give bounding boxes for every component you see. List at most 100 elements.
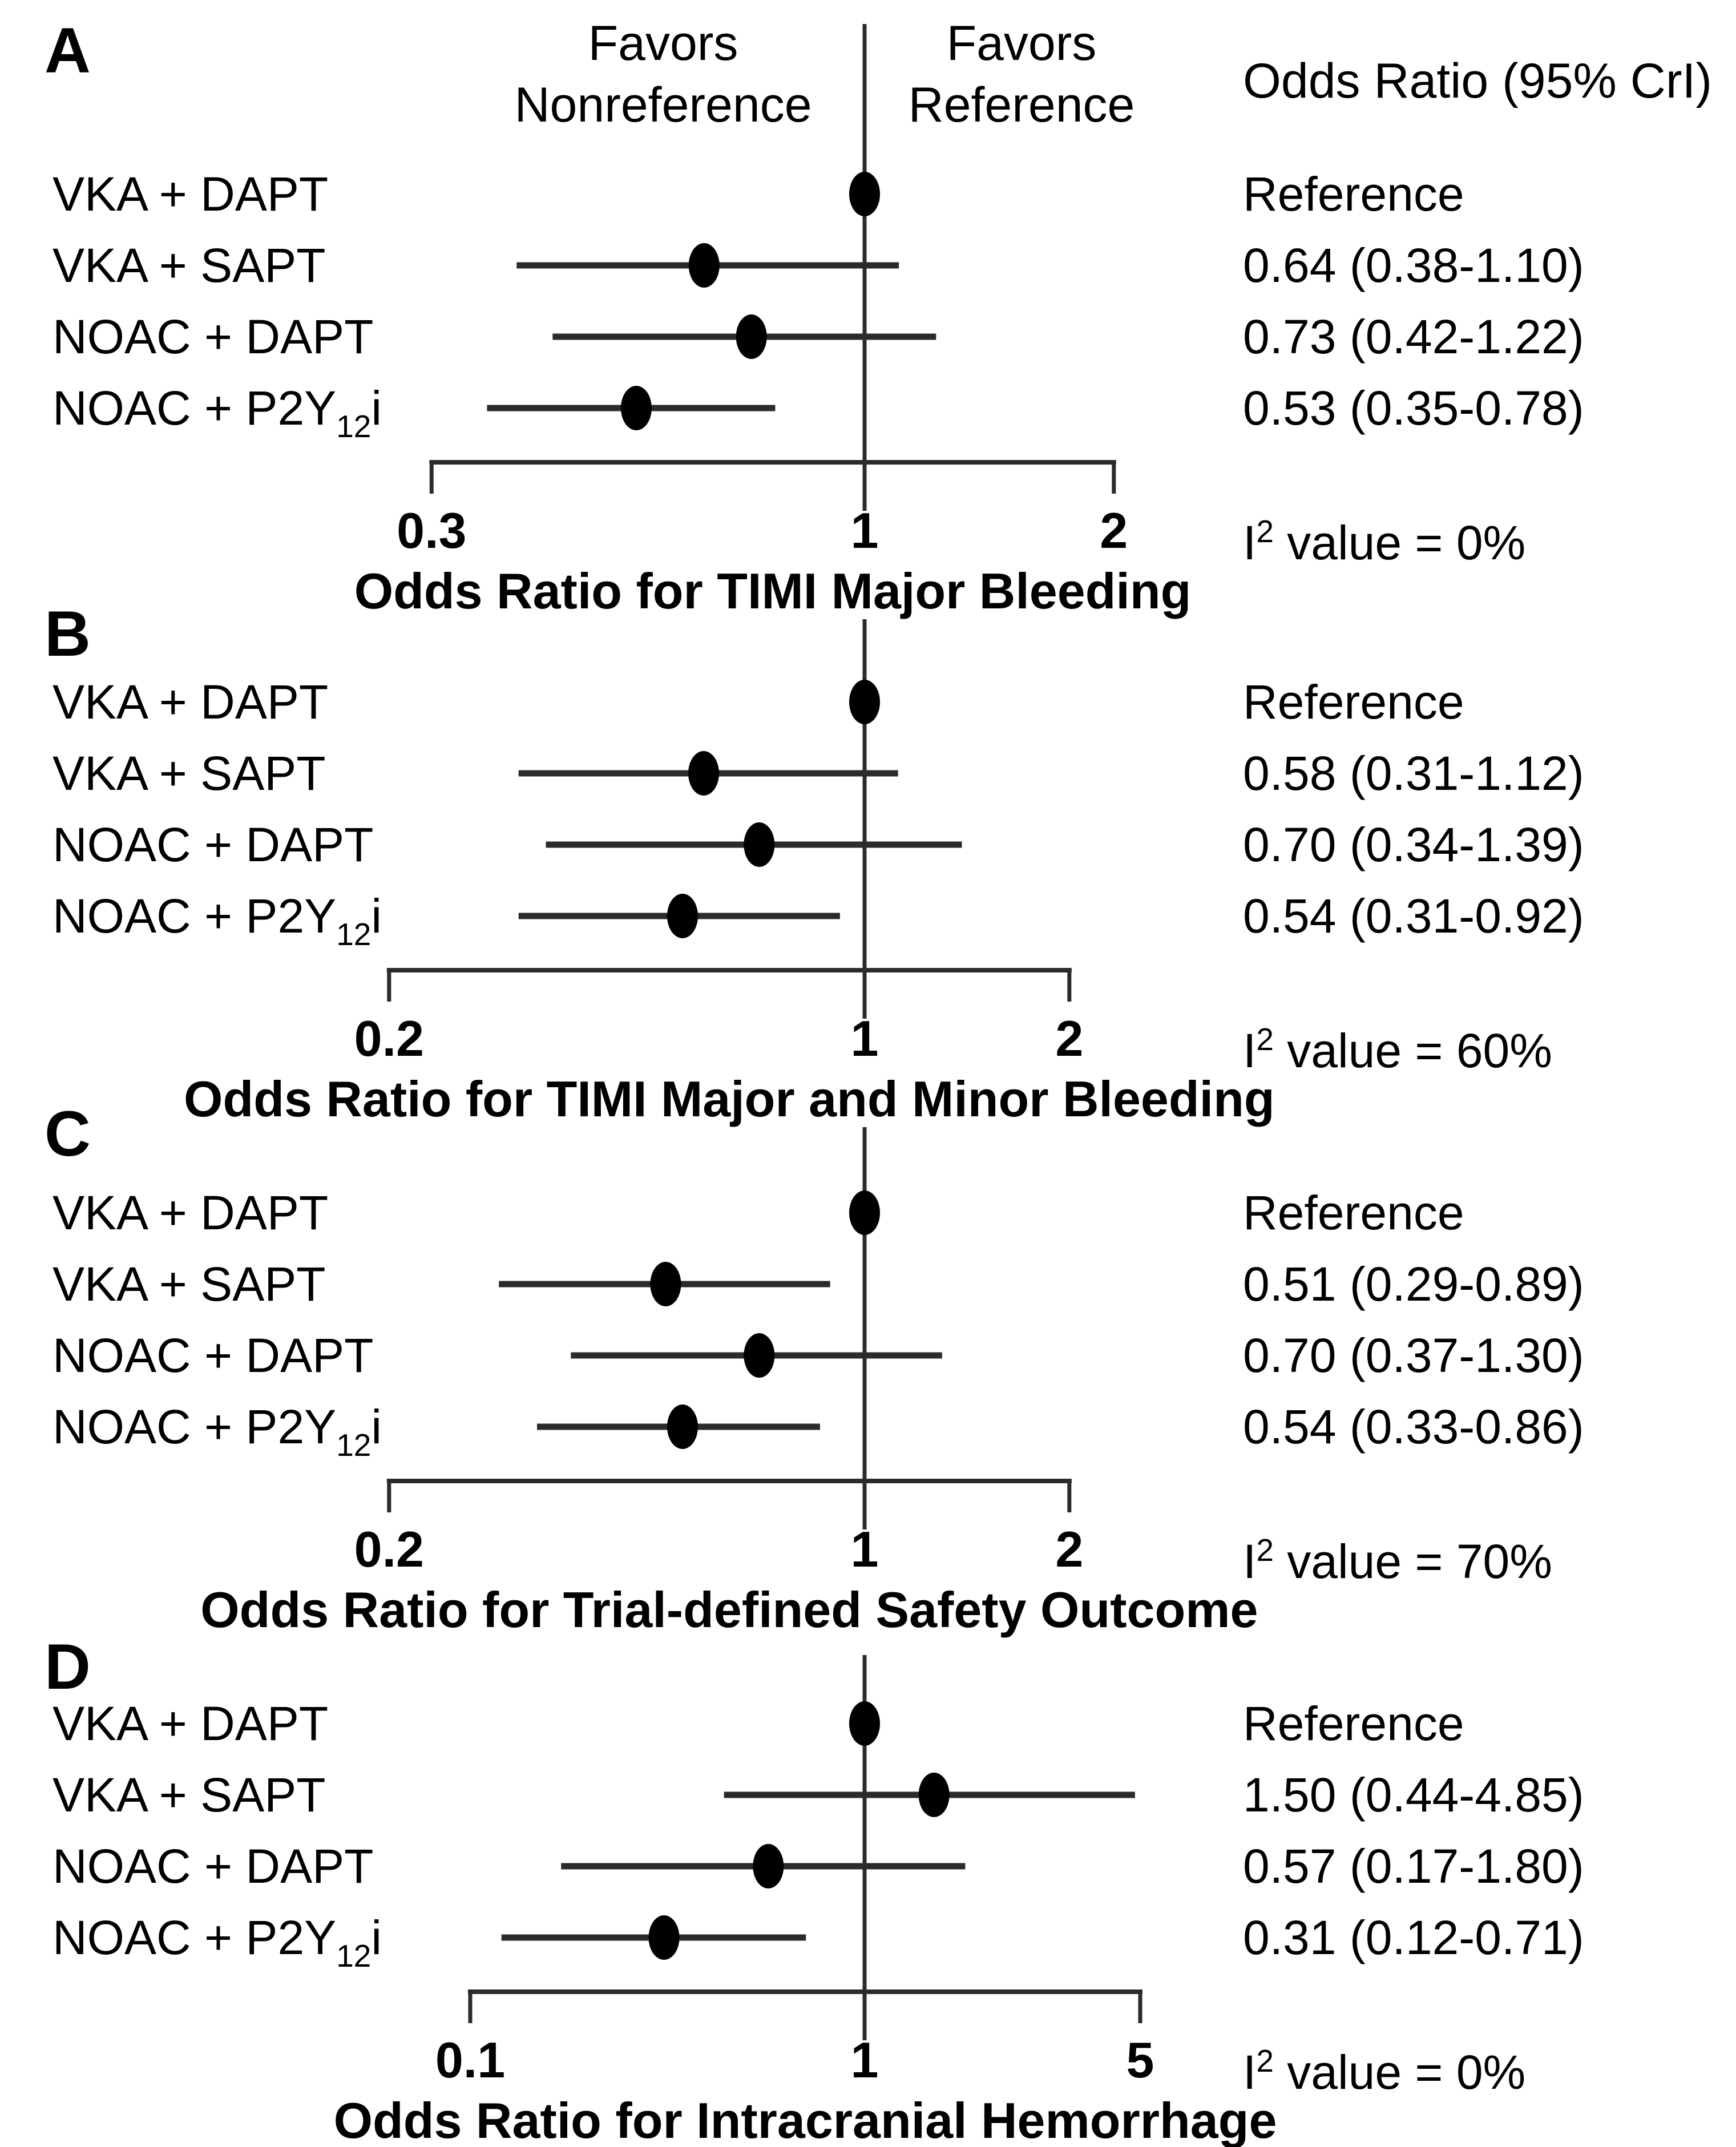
x-axis-title: Odds Ratio for TIMI Major and Minor Blee…: [184, 1071, 1275, 1127]
or-value: Reference: [1243, 1697, 1464, 1750]
treatment-label-main: VKA + DAPT: [53, 675, 329, 729]
or-point-marker: [849, 680, 880, 724]
treatment-label-main: NOAC + DAPT: [53, 818, 374, 871]
or-value: Reference: [1243, 1186, 1464, 1240]
treatment-label-main: VKA + DAPT: [53, 1186, 329, 1240]
treatment-label-tail: i: [371, 1911, 382, 1964]
x-axis-title: Odds Ratio for Intracranial Hemorrhage: [333, 2092, 1277, 2147]
or-point-marker: [688, 751, 720, 796]
treatment-label: VKA + DAPT: [53, 1693, 328, 1754]
treatment-label-main: VKA + DAPT: [53, 1697, 329, 1750]
treatment-label: VKA + DAPT: [53, 164, 328, 224]
treatment-label-tail: i: [371, 1400, 382, 1454]
i2-suffix: value = 60%: [1273, 1024, 1552, 1077]
treatment-label: NOAC + P2Y12i: [53, 886, 382, 964]
panel-letter-C: C: [45, 1098, 91, 1169]
or-value: 0.73 (0.42-1.22): [1243, 310, 1584, 364]
i2-heterogeneity-label: I2 value = 0%: [1243, 2031, 1525, 2102]
i2-heterogeneity-label: I2 value = 0%: [1243, 501, 1525, 573]
treatment-label-subscript: 12: [336, 1938, 372, 1974]
or-point-marker: [849, 1190, 880, 1235]
axis-tick-label: 1: [850, 1010, 879, 1067]
treatment-label-main: VKA + SAPT: [53, 1257, 326, 1311]
axis-tick-label: 5: [1126, 2032, 1154, 2088]
treatment-label-main: VKA + SAPT: [53, 239, 326, 292]
axis-tick-label: 0.2: [354, 1010, 424, 1067]
i2-superscript: 2: [1256, 1532, 1274, 1568]
or-point-marker: [736, 314, 767, 359]
panel-D-plot: [468, 1655, 1142, 2040]
treatment-label: NOAC + DAPT: [53, 306, 373, 367]
panel-letter-A: A: [45, 15, 91, 86]
treatment-label-main: VKA + DAPT: [53, 167, 329, 221]
or-point-marker: [667, 894, 699, 938]
treatment-label: VKA + SAPT: [53, 1765, 326, 1825]
or-point-marker: [744, 822, 775, 867]
axis-tick-label: 2: [1055, 1010, 1084, 1067]
or-point-marker: [753, 1844, 784, 1888]
treatment-label-main: NOAC + P2Y: [53, 889, 337, 943]
treatment-label: VKA + SAPT: [53, 235, 326, 296]
axis-tick-label: 2: [1100, 502, 1128, 559]
treatment-label-tail: i: [371, 889, 382, 943]
panel-B-plot: [386, 619, 1072, 1019]
panel-letter-B: B: [45, 598, 91, 669]
or-point-marker: [620, 386, 652, 430]
or-point-marker: [849, 172, 880, 216]
i2-superscript: 2: [1256, 514, 1274, 549]
or-value: Reference: [1243, 675, 1464, 729]
or-value: 0.70 (0.34-1.39): [1243, 818, 1584, 871]
axis-tick-label: 2: [1055, 1521, 1084, 1577]
treatment-label-subscript: 12: [336, 1427, 372, 1463]
i2-prefix: I: [1243, 516, 1257, 570]
or-point-marker: [918, 1773, 950, 1817]
treatment-label-subscript: 12: [336, 917, 372, 952]
favors-nonreference-header: Favors Nonreference: [514, 13, 812, 136]
or-value: 0.57 (0.17-1.80): [1243, 1839, 1584, 1893]
treatment-label-main: NOAC + P2Y: [53, 381, 337, 435]
i2-prefix: I: [1243, 2045, 1257, 2099]
treatment-label: NOAC + P2Y12i: [53, 1907, 382, 1986]
treatment-label-main: NOAC + P2Y: [53, 1911, 337, 1964]
or-point-marker: [648, 1915, 680, 1960]
i2-heterogeneity-label: I2 value = 60%: [1243, 1009, 1552, 1081]
or-value: 0.51 (0.29-0.89): [1243, 1257, 1584, 1311]
treatment-label: VKA + SAPT: [53, 1254, 326, 1314]
i2-heterogeneity-label: I2 value = 70%: [1243, 1520, 1552, 1592]
treatment-label: NOAC + P2Y12i: [53, 1397, 382, 1475]
panel-letter-D: D: [45, 1631, 91, 1702]
treatment-label: NOAC + DAPT: [53, 1325, 373, 1386]
axis-tick-label: 1: [850, 502, 879, 559]
treatment-label-main: VKA + SAPT: [53, 746, 326, 800]
or-point-marker: [667, 1405, 699, 1449]
i2-suffix: value = 0%: [1273, 516, 1526, 570]
or-value: 0.64 (0.38-1.10): [1243, 239, 1584, 292]
i2-superscript: 2: [1256, 1022, 1274, 1057]
axis-tick-label: 0.3: [397, 502, 467, 559]
favors-right-line1: Favors: [946, 16, 1097, 71]
treatment-label-main: NOAC + DAPT: [53, 1839, 374, 1893]
treatment-label: NOAC + P2Y12i: [53, 378, 382, 457]
or-value: 0.54 (0.33-0.86): [1243, 1400, 1584, 1454]
i2-superscript: 2: [1256, 2043, 1274, 2079]
or-point-marker: [650, 1262, 681, 1306]
x-axis-title: Odds Ratio for TIMI Major Bleeding: [354, 563, 1192, 619]
axis-tick-label: 0.2: [354, 1521, 424, 1577]
panel-C-plot: [386, 1127, 1072, 1529]
i2-prefix: I: [1243, 1024, 1257, 1077]
or-column-title: Odds Ratio (95% CrI): [1243, 54, 1713, 108]
axis-tick-label: 1: [850, 1521, 879, 1577]
i2-prefix: I: [1243, 1535, 1257, 1588]
axis-tick-label: 0.1: [435, 2032, 506, 2088]
or-point-marker: [849, 1701, 880, 1746]
or-value: 0.70 (0.37-1.30): [1243, 1329, 1584, 1382]
favors-left-line2: Nonreference: [514, 78, 812, 132]
treatment-label-subscript: 12: [336, 409, 372, 444]
treatment-label-main: NOAC + DAPT: [53, 310, 374, 364]
or-value: 0.58 (0.31-1.12): [1243, 746, 1584, 800]
treatment-label: NOAC + DAPT: [53, 1836, 373, 1896]
or-value: 0.31 (0.12-0.71): [1243, 1911, 1584, 1964]
treatment-label: VKA + DAPT: [53, 1183, 328, 1243]
